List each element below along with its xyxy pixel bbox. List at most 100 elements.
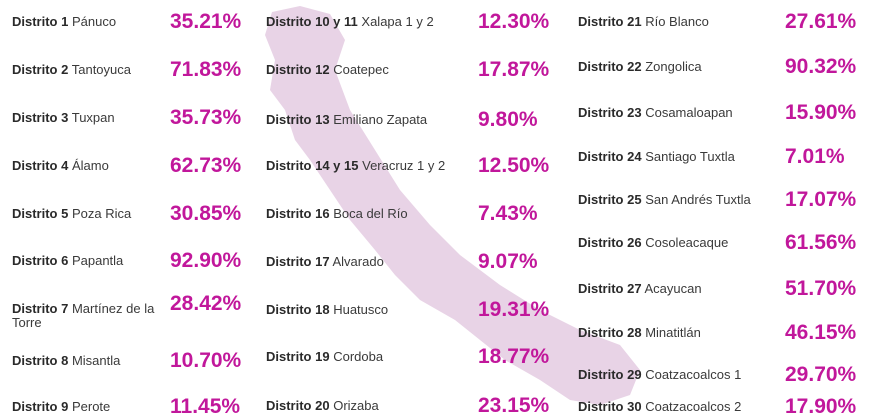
district-name: Alvarado <box>332 254 384 269</box>
district-name: Zongolica <box>645 59 702 74</box>
district-label: Distrito 16 Boca del Río <box>266 207 476 221</box>
district-number: Distrito 22 <box>578 59 642 74</box>
district-name: Pánuco <box>71 14 117 29</box>
district-label: Distrito 5 Poza Rica <box>12 207 160 221</box>
district-name: Orizaba <box>333 398 379 413</box>
district-name: Santiago Tuxtla <box>645 149 735 164</box>
district-name: Coatzacoalcos 1 <box>645 367 742 382</box>
district-label: Distrito 9 Perote <box>12 400 160 414</box>
district-label: Distrito 10 y 11 Xalapa 1 y 2 <box>266 15 476 29</box>
district-value: 35.21% <box>170 10 242 33</box>
district-value: 92.90% <box>170 249 242 272</box>
district-label: Distrito 1 Pánuco <box>12 15 160 29</box>
district-label: Distrito 19 Cordoba <box>266 350 476 364</box>
district-label: Distrito 6 Papantla <box>12 254 160 268</box>
district-number: Distrito 1 <box>12 14 69 29</box>
district-value: 61.56% <box>785 231 857 254</box>
district-number: Distrito 2 <box>12 62 69 77</box>
district-number: Distrito 18 <box>266 302 330 317</box>
district-number: Distrito 24 <box>578 149 642 164</box>
district-name: Álamo <box>71 158 109 173</box>
district-value: 17.87% <box>478 58 550 81</box>
district-value: 23.15% <box>478 394 550 417</box>
district-name: Emiliano Zapata <box>333 112 428 127</box>
district-number: Distrito 12 <box>266 62 330 77</box>
district-name: Perote <box>71 399 111 414</box>
district-name: Acayucan <box>644 281 702 296</box>
district-number: Distrito 26 <box>578 235 642 250</box>
district-label: Distrito 30 Coatzacoalcos 2 <box>578 400 788 414</box>
district-number: Distrito 3 <box>12 110 69 125</box>
district-name: Xalapa 1 y 2 <box>361 14 434 29</box>
district-label: Distrito 25 San Andrés Tuxtla <box>578 193 788 207</box>
district-value: 7.43% <box>478 202 538 225</box>
district-label: Distrito 7 Martínez de la Torre <box>12 302 160 330</box>
district-number: Distrito 23 <box>578 105 642 120</box>
district-value: 28.42% <box>170 292 242 315</box>
district-label: Distrito 20 Orizaba <box>266 399 476 413</box>
district-value: 7.01% <box>785 145 845 168</box>
district-name: Poza Rica <box>71 206 132 221</box>
district-number: Distrito 17 <box>266 254 330 269</box>
district-name: Veracruz 1 y 2 <box>362 158 446 173</box>
district-number: Distrito 25 <box>578 192 642 207</box>
district-name: Cosoleacaque <box>645 235 729 250</box>
district-value: 12.50% <box>478 154 550 177</box>
district-value: 10.70% <box>170 349 242 372</box>
district-name: Papantla <box>71 253 124 268</box>
district-label: Distrito 4 Álamo <box>12 159 160 173</box>
district-value: 11.45% <box>170 395 241 418</box>
district-number: Distrito 8 <box>12 353 69 368</box>
district-name: Coatzacoalcos 2 <box>645 399 742 414</box>
district-name: Martínez de la Torre <box>12 301 155 330</box>
district-name: Tantoyuca <box>71 62 131 77</box>
district-label: Distrito 13 Emiliano Zapata <box>266 113 476 127</box>
district-number: Distrito 28 <box>578 325 642 340</box>
district-name: Coatepec <box>333 62 389 77</box>
district-number: Distrito 30 <box>578 399 642 414</box>
district-label: Distrito 14 y 15 Veracruz 1 y 2 <box>266 159 476 173</box>
district-label: Distrito 29 Coatzacoalcos 1 <box>578 368 788 382</box>
district-number: Distrito 21 <box>578 14 642 29</box>
district-number: Distrito 14 y 15 <box>266 158 359 173</box>
district-name: San Andrés Tuxtla <box>645 192 751 207</box>
district-value: 9.07% <box>478 250 538 273</box>
district-number: Distrito 9 <box>12 399 69 414</box>
district-name: Minatitlán <box>645 325 701 340</box>
district-label: Distrito 3 Tuxpan <box>12 111 160 125</box>
district-value: 30.85% <box>170 202 242 225</box>
district-number: Distrito 10 y 11 <box>266 14 358 29</box>
district-value: 17.07% <box>785 188 857 211</box>
district-label: Distrito 17 Alvarado <box>266 255 476 269</box>
district-value: 71.83% <box>170 58 242 81</box>
district-name: Misantla <box>71 353 121 368</box>
district-number: Distrito 5 <box>12 206 69 221</box>
district-number: Distrito 20 <box>266 398 330 413</box>
district-number: Distrito 16 <box>266 206 330 221</box>
district-value: 9.80% <box>478 108 538 131</box>
district-value: 17.90% <box>785 395 857 418</box>
district-value: 46.15% <box>785 321 857 344</box>
district-label: Distrito 22 Zongolica <box>578 60 788 74</box>
district-name: Tuxpan <box>71 110 115 125</box>
map-shape <box>265 6 640 405</box>
district-number: Distrito 29 <box>578 367 642 382</box>
district-number: Distrito 7 <box>12 301 69 316</box>
district-label: Distrito 2 Tantoyuca <box>12 63 160 77</box>
district-name: Huatusco <box>333 302 389 317</box>
district-value: 29.70% <box>785 363 857 386</box>
district-number: Distrito 27 <box>578 281 642 296</box>
district-label: Distrito 8 Misantla <box>12 354 160 368</box>
district-label: Distrito 24 Santiago Tuxtla <box>578 150 788 164</box>
district-value: 35.73% <box>170 106 242 129</box>
district-name: Río Blanco <box>645 14 709 29</box>
district-value: 62.73% <box>170 154 242 177</box>
district-name: Cordoba <box>333 349 384 364</box>
district-label: Distrito 26 Cosoleacaque <box>578 236 788 250</box>
district-value: 19.31% <box>478 298 550 321</box>
district-name: Boca del Río <box>333 206 408 221</box>
district-value: 27.61% <box>785 10 857 33</box>
district-number: Distrito 4 <box>12 158 69 173</box>
